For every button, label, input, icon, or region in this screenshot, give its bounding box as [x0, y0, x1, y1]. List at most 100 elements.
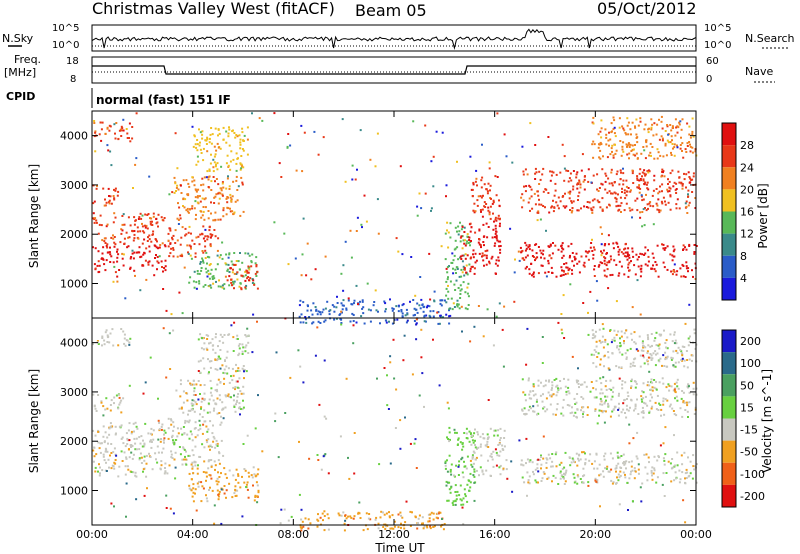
power-cell [412, 314, 415, 317]
power-cell [420, 298, 423, 301]
velocity-cell [545, 457, 548, 460]
velocity-cell [686, 359, 689, 361]
velocity-cell [522, 464, 525, 467]
velocity-cell [220, 415, 222, 418]
power-cell [681, 150, 683, 152]
power-cell [586, 201, 589, 203]
velocity-cell [440, 525, 443, 528]
power-cell [255, 256, 258, 259]
velocity-cell [321, 512, 324, 515]
power-cell [186, 210, 189, 213]
velocity-cell [172, 512, 175, 515]
velocity-cell [205, 497, 208, 500]
velocity-cell [104, 450, 107, 453]
power-cell [302, 321, 305, 324]
power-cell [460, 258, 463, 260]
power-cell [644, 263, 647, 266]
power-cell [671, 259, 674, 262]
power-cell [688, 303, 691, 306]
power-cell [199, 261, 202, 263]
power-cell [219, 285, 222, 288]
power-cell [103, 204, 106, 207]
power-cell [328, 313, 331, 316]
power-cell [314, 306, 317, 308]
power-cell [562, 205, 565, 208]
power-cell [101, 252, 104, 255]
velocity-cell [416, 527, 419, 530]
power-cell [110, 164, 113, 167]
power-cell [675, 192, 678, 194]
velocity-cell [654, 364, 657, 367]
power-cell [605, 264, 608, 267]
power-region [470, 175, 501, 221]
power-cell [176, 255, 179, 258]
power-cell [662, 196, 665, 199]
power-cell [126, 246, 129, 249]
power-cell [570, 242, 573, 245]
velocity-cell [460, 499, 463, 502]
velocity-cell [172, 329, 175, 332]
power-cell [632, 153, 635, 156]
power-cell [604, 257, 607, 260]
velocity-cell [598, 474, 601, 477]
velocity-cell [207, 372, 210, 375]
power-cell [688, 125, 691, 128]
velocity-cell [581, 383, 584, 386]
velocity-cell [446, 499, 449, 502]
power-cell [435, 130, 438, 133]
power-cell [146, 214, 149, 216]
velocity-cell [575, 401, 578, 404]
velocity-cell [446, 470, 449, 473]
velocity-cell [426, 526, 429, 529]
power-cell [599, 261, 602, 264]
power-cell [314, 268, 317, 271]
power-cell [646, 187, 649, 190]
power-cell [638, 191, 641, 194]
velocity-cell [473, 325, 476, 328]
power-cell [647, 249, 649, 252]
velocity-cell [583, 474, 586, 477]
velocity-cell [324, 453, 327, 456]
velocity-cell [633, 477, 636, 480]
velocity-cell [592, 362, 595, 365]
power-cell [227, 135, 230, 138]
velocity-cell [678, 481, 681, 484]
power-cell [483, 183, 486, 186]
power-cell [251, 278, 254, 281]
power-cell [201, 133, 204, 136]
velocity-cell [528, 397, 531, 400]
power-cell [494, 224, 497, 227]
power-cell [157, 261, 160, 264]
power-cell [534, 167, 537, 170]
power-cell [242, 275, 245, 278]
velocity-cell [629, 406, 631, 409]
velocity-cell [596, 422, 599, 425]
velocity-cell [216, 477, 219, 480]
velocity-cell [214, 468, 216, 471]
velocity-cell [190, 478, 193, 481]
power-cell [676, 131, 679, 134]
velocity-cell [675, 395, 678, 398]
velocity-cell [383, 513, 386, 516]
power-cell [482, 194, 484, 197]
power-cell [202, 259, 204, 262]
velocity-cell [237, 344, 240, 347]
power-cell [600, 136, 603, 139]
power-cell [341, 304, 344, 307]
power-cell [205, 143, 208, 145]
velocity-cell [448, 481, 451, 484]
power-cell [532, 271, 535, 274]
power-cell [653, 179, 656, 182]
velocity-cell [317, 459, 320, 461]
power-cell [566, 266, 569, 269]
velocity-cell [469, 340, 472, 343]
power-cell [109, 253, 112, 256]
velocity-cell [671, 357, 674, 360]
power-cell [456, 268, 459, 270]
power-cell [298, 315, 301, 318]
velocity-cell [651, 386, 654, 389]
velocity-cell [108, 427, 111, 430]
velocity-cell [145, 454, 148, 457]
velocity-cell [527, 481, 530, 484]
power-cell [141, 242, 144, 245]
